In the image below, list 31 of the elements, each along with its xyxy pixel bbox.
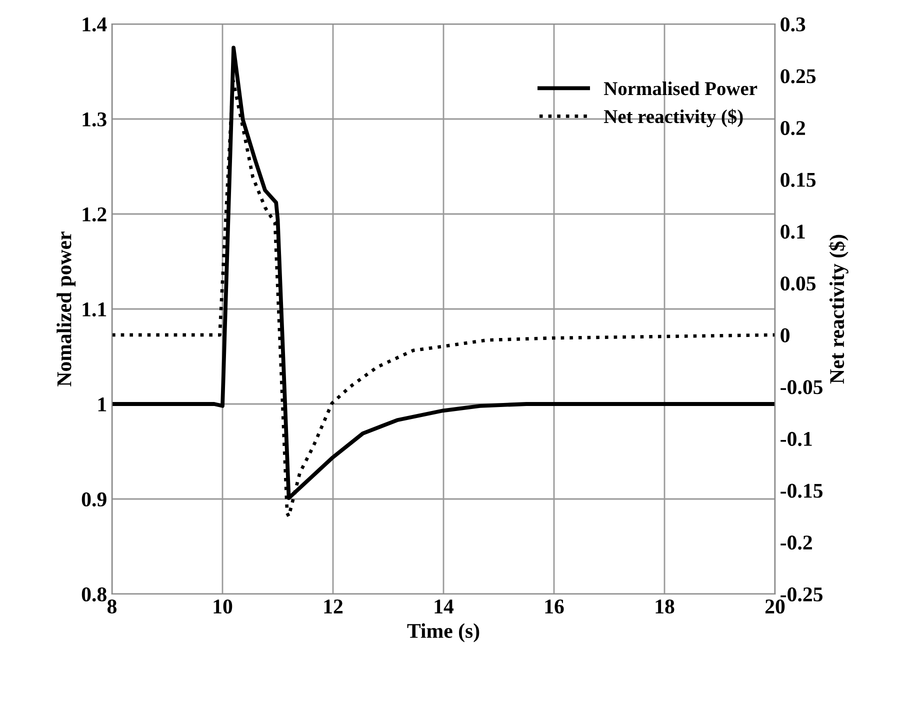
- x-tick-label: 18: [656, 599, 674, 614]
- y-tick-label: 1: [98, 397, 106, 412]
- legend-label: Net reactivity ($): [604, 108, 743, 128]
- y2-tick-label: 0.3: [780, 17, 806, 32]
- legend-label: Normalised Power: [604, 82, 758, 96]
- y-axis-title: Nomalized power: [56, 232, 76, 386]
- y2-axis-title: Net reactivity ($): [828, 234, 848, 384]
- y2-tick-label: 0: [780, 328, 790, 342]
- y2-tick-label: 0.1: [780, 224, 805, 239]
- y-tick-label: 0.8: [82, 587, 106, 602]
- y2-tick-label: -0.2: [780, 536, 812, 550]
- y2-tick-label: 0.25: [780, 69, 816, 84]
- y2-tick-label: 0.2: [780, 121, 806, 136]
- x-tick-label: 14: [434, 600, 454, 614]
- y-tick-label: 1.4: [82, 17, 107, 32]
- x-tick-label: 8: [107, 599, 117, 614]
- y2-tick-label: 0.05: [780, 276, 816, 291]
- x-axis-title: Time (s): [407, 623, 480, 642]
- y-tick-label: 0.9: [82, 492, 106, 507]
- x-tick-label: 16: [545, 600, 564, 614]
- y2-tick-label: -0.05: [780, 380, 822, 394]
- y2-tick-label: -0.1: [780, 432, 812, 446]
- x-tick-label: 20: [765, 599, 785, 614]
- y2-tick-label: -0.25: [780, 587, 822, 602]
- y-tick-label: 1.3: [82, 112, 106, 127]
- x-tick-label: 12: [324, 600, 343, 614]
- y-tick-label: 1.1: [82, 302, 106, 317]
- y2-tick-label: 0.15: [780, 172, 816, 187]
- y2-tick-label: -0.15: [780, 484, 822, 498]
- x-tick-label: 10: [214, 599, 232, 614]
- y-tick-label: 1.2: [82, 207, 106, 222]
